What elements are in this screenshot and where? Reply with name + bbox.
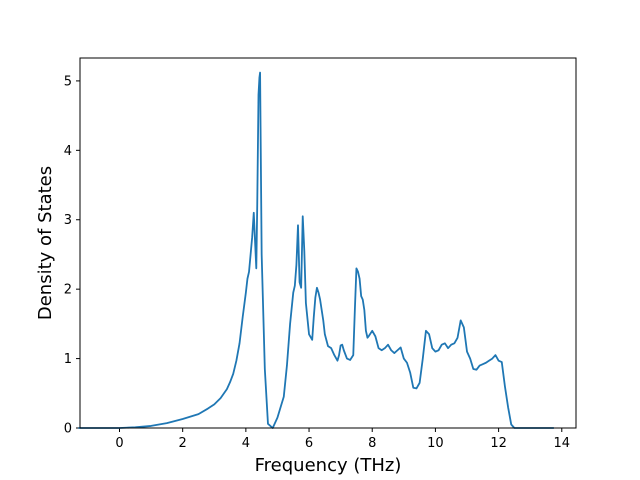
x-tick-label: 2 — [179, 436, 187, 451]
x-tick-label: 12 — [490, 436, 507, 451]
y-axis-ticks: 0 1 2 3 4 5 — [64, 74, 80, 437]
x-axis-ticks: 0 2 4 6 8 10 12 14 — [115, 428, 570, 451]
x-tick-label: 8 — [368, 436, 376, 451]
y-tick-label: 0 — [64, 422, 72, 437]
y-tick-label: 1 — [64, 352, 72, 367]
x-tick-label: 0 — [115, 436, 123, 451]
y-tick-label: 5 — [64, 74, 72, 89]
x-tick-label: 10 — [427, 436, 444, 451]
x-tick-label: 6 — [305, 436, 313, 451]
y-tick-label: 4 — [64, 144, 72, 159]
y-tick-label: 2 — [64, 283, 72, 298]
x-tick-label: 14 — [554, 436, 571, 451]
plot-area — [80, 58, 576, 428]
x-tick-label: 4 — [242, 436, 250, 451]
series-line — [78, 71, 554, 429]
y-tick-label: 3 — [64, 213, 72, 228]
plot-frame — [79, 57, 577, 429]
x-axis-label: Frequency (THz) — [255, 455, 402, 476]
y-axis-label: Density of States — [35, 166, 56, 320]
